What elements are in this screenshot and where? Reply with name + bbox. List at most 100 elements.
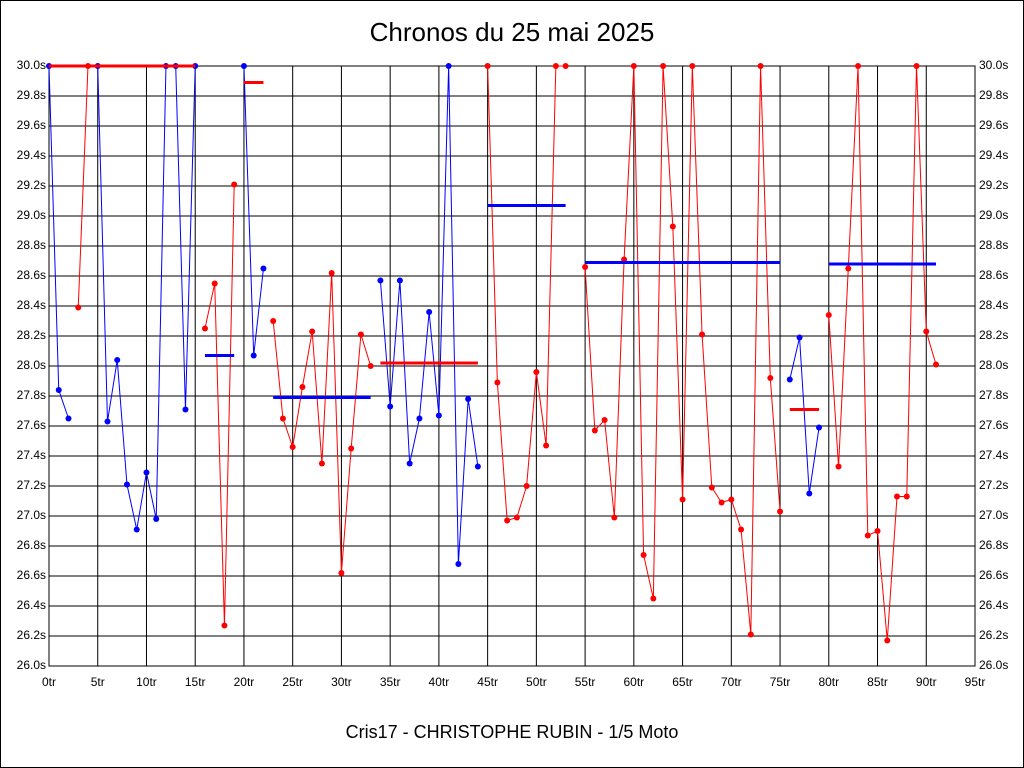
data-point (513, 514, 520, 521)
data-point (494, 379, 501, 386)
y2-tick-label: 28.8s (979, 238, 1008, 252)
data-point (133, 526, 140, 533)
y-tick-label: 27.2s (17, 478, 46, 492)
x-tick-label: 90tr (916, 675, 937, 689)
data-point (933, 361, 940, 368)
data-point (299, 384, 306, 390)
data-point (211, 280, 218, 287)
data-point (728, 496, 735, 503)
y-tick-label: 29.0s (17, 208, 46, 222)
y2-tick-label: 28.0s (979, 358, 1008, 372)
data-point (123, 481, 130, 488)
chart-title: Chronos du 25 mai 2025 (370, 17, 655, 47)
y2-tick-label: 26.4s (979, 598, 1008, 612)
data-point (270, 318, 277, 324)
data-point (289, 444, 296, 450)
data-point (387, 403, 394, 410)
data-point (884, 637, 891, 644)
data-point (221, 622, 228, 629)
data-point (786, 376, 793, 383)
x-tick-label: 80tr (818, 675, 839, 689)
data-point (640, 552, 647, 558)
data-point (913, 63, 920, 69)
x-tick-label: 65tr (672, 675, 693, 689)
y2-tick-label: 28.6s (979, 268, 1008, 282)
y2-tick-label: 26.2s (979, 628, 1008, 642)
data-point (455, 561, 462, 567)
y-tick-label: 28.8s (17, 238, 46, 252)
data-point (328, 270, 335, 276)
x-tick-label: 35tr (380, 675, 401, 689)
data-point (143, 469, 150, 476)
data-point (855, 63, 862, 69)
x-tick-label: 70tr (721, 675, 742, 689)
data-point (738, 526, 745, 533)
data-point (75, 304, 82, 311)
data-point (65, 415, 72, 422)
y2-tick-label: 27.0s (979, 508, 1008, 522)
data-point (357, 331, 364, 338)
data-line (204, 184, 235, 626)
data-point (825, 312, 832, 318)
data-point (552, 63, 559, 69)
data-point (669, 223, 676, 230)
data-point (533, 369, 540, 375)
y-tick-label: 26.4s (17, 598, 46, 612)
y-tick-label: 29.8s (17, 88, 46, 102)
x-tick-label: 75tr (770, 675, 791, 689)
data-point (201, 325, 208, 332)
y-tick-label: 27.0s (17, 508, 46, 522)
data-point (114, 357, 121, 363)
data-point (689, 63, 696, 69)
data-point (874, 528, 881, 534)
data-point (377, 277, 384, 284)
data-point (250, 352, 257, 359)
data-point (543, 442, 550, 449)
data-point (406, 460, 413, 467)
data-point (816, 424, 823, 431)
data-point (767, 375, 774, 381)
data-point (260, 265, 267, 272)
data-point (894, 493, 901, 500)
x-tick-label: 85tr (867, 675, 888, 689)
y-tick-label: 30.0s (17, 58, 46, 72)
x-tick-label: 60tr (623, 675, 644, 689)
data-point (309, 328, 316, 335)
y2-tick-label: 29.6s (979, 118, 1008, 132)
data-point (601, 417, 608, 423)
data-line (789, 337, 820, 494)
data-line (77, 65, 89, 308)
x-tick-label: 50tr (526, 675, 547, 689)
x-tick-label: 20tr (234, 675, 255, 689)
y-tick-label: 27.8s (17, 388, 46, 402)
data-point (747, 631, 754, 638)
data-point (474, 463, 481, 470)
data-point (348, 445, 355, 452)
data-point (523, 483, 530, 489)
y2-tick-label: 30.0s (979, 58, 1008, 72)
data-point (426, 309, 433, 315)
y-tick-label: 28.4s (17, 298, 46, 312)
y-tick-label: 29.6s (17, 118, 46, 132)
data-point (562, 63, 569, 69)
y2-tick-label: 27.6s (979, 418, 1008, 432)
data-point (318, 460, 325, 467)
data-point (708, 484, 715, 491)
x-tick-label: 25tr (282, 675, 303, 689)
y2-tick-label: 27.2s (979, 478, 1008, 492)
x-tick-label: 95tr (965, 675, 986, 689)
y2-tick-label: 28.2s (979, 328, 1008, 342)
data-point (796, 334, 803, 341)
data-point (591, 427, 598, 434)
data-point (660, 63, 667, 69)
data-point (504, 517, 511, 524)
y2-tick-label: 28.4s (979, 298, 1008, 312)
data-point (679, 496, 686, 503)
y-tick-label: 28.6s (17, 268, 46, 282)
y2-tick-label: 29.8s (979, 88, 1008, 102)
data-point (396, 277, 403, 284)
data-point (445, 63, 452, 69)
y2-tick-label: 26.6s (979, 568, 1008, 582)
